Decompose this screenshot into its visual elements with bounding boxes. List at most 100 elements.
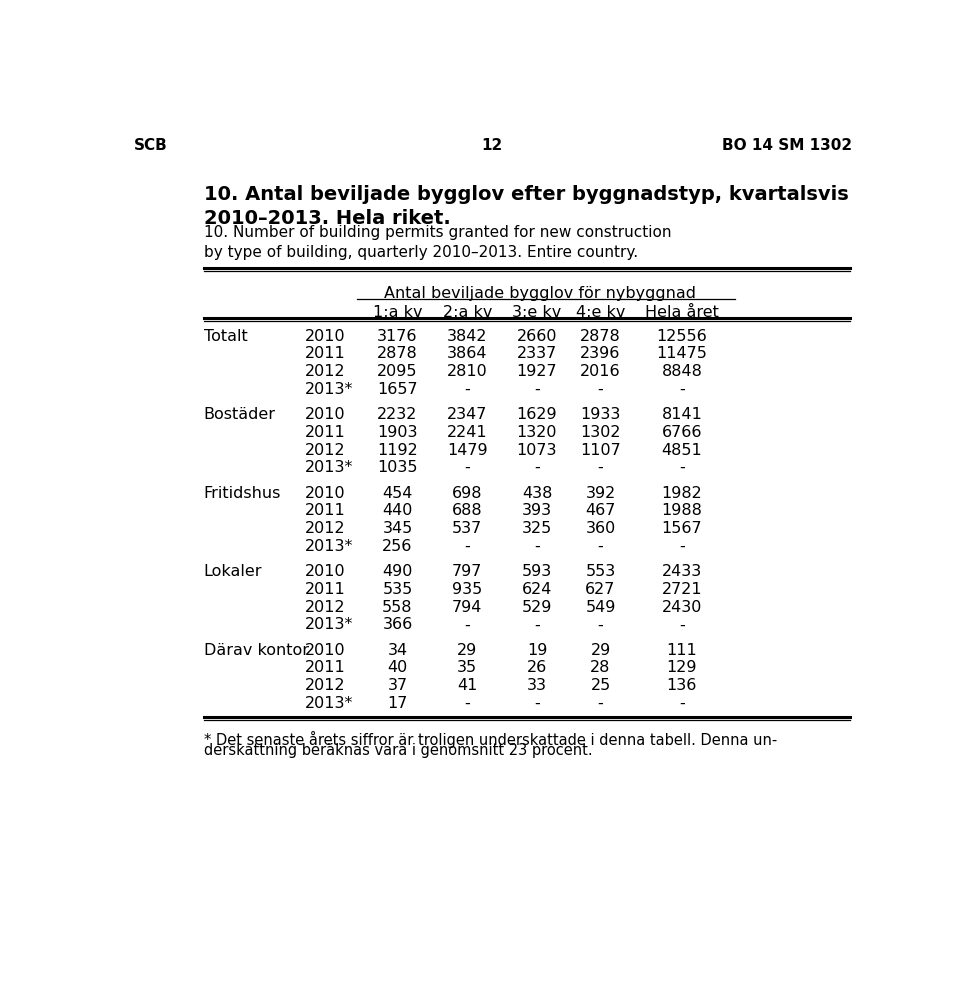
Text: 41: 41: [457, 678, 477, 693]
Text: 1982: 1982: [661, 486, 703, 500]
Text: 1107: 1107: [580, 443, 621, 458]
Text: 28: 28: [590, 660, 611, 675]
Text: -: -: [679, 696, 684, 711]
Text: 1903: 1903: [377, 425, 418, 440]
Text: 1933: 1933: [580, 407, 621, 422]
Text: -: -: [598, 461, 604, 476]
Text: 797: 797: [452, 564, 482, 579]
Text: 2721: 2721: [661, 582, 702, 597]
Text: 440: 440: [382, 503, 413, 518]
Text: -: -: [679, 618, 684, 633]
Text: 256: 256: [382, 539, 413, 554]
Text: 360: 360: [586, 521, 615, 536]
Text: 1988: 1988: [661, 503, 703, 518]
Text: 2660: 2660: [516, 329, 557, 344]
Text: 2013*: 2013*: [304, 618, 353, 633]
Text: 1927: 1927: [516, 364, 557, 379]
Text: 34: 34: [388, 642, 407, 657]
Text: 2010: 2010: [304, 329, 345, 344]
Text: Fritidshus: Fritidshus: [204, 486, 281, 500]
Text: 2011: 2011: [304, 660, 346, 675]
Text: 2012: 2012: [304, 678, 345, 693]
Text: Därav kontor: Därav kontor: [204, 642, 309, 657]
Text: 553: 553: [586, 564, 615, 579]
Text: 17: 17: [387, 696, 408, 711]
Text: BO 14 SM 1302: BO 14 SM 1302: [722, 138, 852, 153]
Text: 2396: 2396: [580, 347, 621, 361]
Text: 627: 627: [586, 582, 615, 597]
Text: Hela året: Hela året: [645, 305, 719, 320]
Text: 2232: 2232: [377, 407, 418, 422]
Text: 12556: 12556: [657, 329, 708, 344]
Text: 19: 19: [527, 642, 547, 657]
Text: 549: 549: [586, 600, 615, 615]
Text: 29: 29: [457, 642, 477, 657]
Text: 35: 35: [457, 660, 477, 675]
Text: 490: 490: [382, 564, 413, 579]
Text: -: -: [534, 461, 540, 476]
Text: 2012: 2012: [304, 443, 345, 458]
Text: 1479: 1479: [447, 443, 488, 458]
Text: SCB: SCB: [134, 138, 168, 153]
Text: 366: 366: [382, 618, 413, 633]
Text: Totalt: Totalt: [204, 329, 248, 344]
Text: 467: 467: [586, 503, 615, 518]
Text: 10. Number of building permits granted for new construction
by type of building,: 10. Number of building permits granted f…: [204, 225, 671, 260]
Text: 111: 111: [666, 642, 697, 657]
Text: 2347: 2347: [447, 407, 488, 422]
Text: 25: 25: [590, 678, 611, 693]
Text: 2012: 2012: [304, 521, 345, 536]
Text: 392: 392: [586, 486, 615, 500]
Text: 1629: 1629: [516, 407, 557, 422]
Text: 2012: 2012: [304, 364, 345, 379]
Text: 529: 529: [522, 600, 552, 615]
Text: -: -: [598, 539, 604, 554]
Text: -: -: [465, 696, 470, 711]
Text: 2013*: 2013*: [304, 696, 353, 711]
Text: 2010: 2010: [304, 564, 345, 579]
Text: 129: 129: [666, 660, 697, 675]
Text: -: -: [465, 381, 470, 397]
Text: 2878: 2878: [377, 347, 418, 361]
Text: 29: 29: [590, 642, 611, 657]
Text: -: -: [465, 461, 470, 476]
Text: 2011: 2011: [304, 582, 346, 597]
Text: 2011: 2011: [304, 347, 346, 361]
Text: -: -: [679, 461, 684, 476]
Text: * Det senaste årets siffror är troligen underskattade i denna tabell. Denna un-: * Det senaste årets siffror är troligen …: [204, 731, 777, 748]
Text: 4851: 4851: [661, 443, 703, 458]
Text: 2241: 2241: [447, 425, 488, 440]
Text: 37: 37: [388, 678, 407, 693]
Text: 2878: 2878: [580, 329, 621, 344]
Text: -: -: [598, 618, 604, 633]
Text: -: -: [679, 381, 684, 397]
Text: -: -: [534, 381, 540, 397]
Text: 2095: 2095: [377, 364, 418, 379]
Text: 1073: 1073: [516, 443, 557, 458]
Text: 3842: 3842: [447, 329, 488, 344]
Text: Lokaler: Lokaler: [204, 564, 262, 579]
Text: 1567: 1567: [661, 521, 702, 536]
Text: 1320: 1320: [516, 425, 557, 440]
Text: -: -: [534, 618, 540, 633]
Text: 593: 593: [522, 564, 552, 579]
Text: 345: 345: [382, 521, 413, 536]
Text: 4:e kv: 4:e kv: [576, 305, 625, 320]
Text: 6766: 6766: [661, 425, 702, 440]
Text: 2433: 2433: [661, 564, 702, 579]
Text: 2810: 2810: [446, 364, 488, 379]
Text: 393: 393: [522, 503, 552, 518]
Text: derskattning beräknas vara i genomsnitt 23 procent.: derskattning beräknas vara i genomsnitt …: [204, 743, 592, 758]
Text: 1035: 1035: [377, 461, 418, 476]
Text: 2013*: 2013*: [304, 381, 353, 397]
Text: 438: 438: [522, 486, 552, 500]
Text: 2:a kv: 2:a kv: [443, 305, 492, 320]
Text: 40: 40: [387, 660, 408, 675]
Text: Antal beviljade bygglov för nybyggnad: Antal beviljade bygglov för nybyggnad: [384, 286, 696, 301]
Text: 935: 935: [452, 582, 482, 597]
Text: 1192: 1192: [377, 443, 418, 458]
Text: 8848: 8848: [661, 364, 703, 379]
Text: -: -: [598, 696, 604, 711]
Text: 1302: 1302: [580, 425, 621, 440]
Text: 3864: 3864: [447, 347, 488, 361]
